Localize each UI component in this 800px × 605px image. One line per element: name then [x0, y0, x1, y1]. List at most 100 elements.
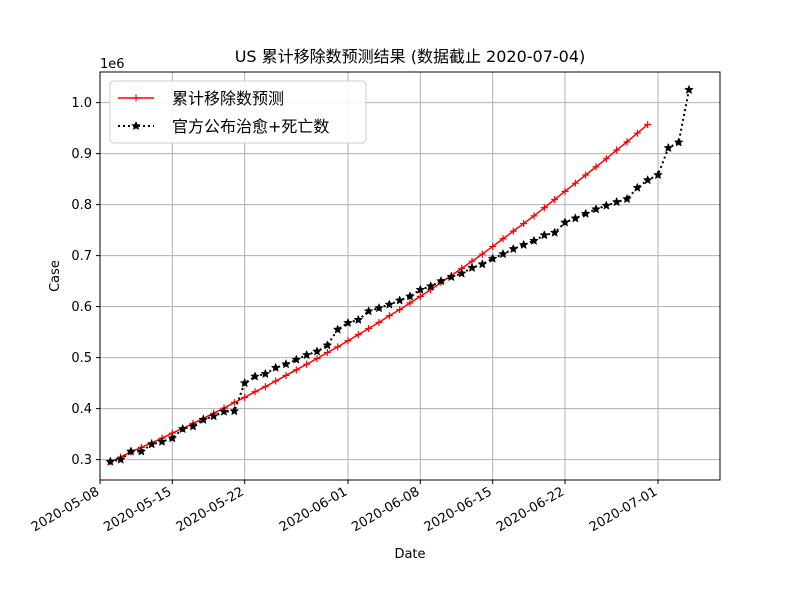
y-tick-label: 0.7	[71, 249, 92, 264]
official-point	[529, 235, 539, 245]
official-point	[570, 213, 581, 223]
prediction-point	[313, 355, 321, 363]
prediction-point	[540, 204, 548, 212]
official-point	[653, 169, 663, 180]
prediction-point	[406, 299, 414, 307]
official-point	[219, 406, 229, 416]
legend-box	[109, 80, 367, 144]
prediction-point	[561, 187, 569, 195]
prediction-point	[602, 155, 610, 163]
legend-plus-marker	[132, 94, 140, 102]
prediction-point	[520, 219, 528, 227]
official-point	[353, 314, 364, 325]
official-point	[250, 371, 260, 381]
prediction-point	[261, 383, 269, 391]
official-point	[374, 302, 384, 313]
y-tick-label: 0.8	[71, 198, 92, 213]
official-point	[591, 204, 601, 214]
official-point	[498, 248, 508, 259]
official-point	[467, 262, 477, 273]
official-point	[446, 271, 457, 282]
official-point	[291, 354, 302, 364]
official-point	[146, 439, 157, 449]
official-point	[270, 362, 281, 372]
prediction-point	[613, 146, 621, 154]
official-point	[456, 268, 467, 278]
prediction-point	[385, 312, 393, 320]
official-point	[208, 411, 219, 421]
official-point	[477, 259, 488, 269]
official-point	[105, 456, 116, 466]
official-point	[167, 433, 178, 443]
official-point	[188, 421, 198, 431]
legend-label-official: 官方公布治愈+死亡数	[172, 117, 329, 136]
prediction-point	[416, 292, 424, 300]
prediction-point	[251, 388, 259, 396]
x-axis-label: Date	[394, 547, 425, 562]
official-point	[405, 291, 415, 301]
y-axis: 0.3 0.4 0.5 0.6 0.7 0.8 0.9 1.0	[71, 96, 100, 468]
legend-marker-official	[131, 120, 141, 131]
official-point	[632, 182, 643, 192]
prediction-point	[499, 235, 507, 243]
prediction-point	[323, 349, 331, 356]
official-point	[580, 208, 591, 218]
series-layer	[105, 84, 694, 466]
prediction-point	[375, 318, 383, 326]
official-point	[549, 227, 560, 237]
prediction-point	[633, 129, 641, 137]
official-point	[673, 137, 684, 147]
legend-marker-prediction	[132, 94, 140, 102]
official-series-line	[110, 89, 690, 463]
official-point	[622, 193, 632, 204]
y-tick-label: 1.0	[71, 96, 92, 111]
prediction-point	[582, 171, 590, 179]
prediction-point	[509, 227, 517, 235]
prediction-point	[344, 337, 352, 345]
official-point	[415, 284, 426, 294]
official-point	[332, 324, 343, 334]
official-point	[281, 359, 291, 369]
official-point	[663, 142, 674, 153]
official-point	[260, 368, 271, 379]
official-point	[539, 230, 550, 240]
official-point	[518, 239, 529, 250]
prediction-point	[592, 163, 600, 171]
official-point	[343, 317, 353, 328]
y-tick-label: 0.9	[71, 147, 92, 162]
prediction-point	[623, 138, 631, 146]
official-point	[312, 346, 322, 356]
official-point	[394, 295, 405, 305]
prediction-point	[292, 366, 300, 374]
plot-frame	[99, 71, 721, 481]
prediction-point	[478, 250, 486, 258]
official-point	[684, 84, 694, 95]
prediction-point	[272, 377, 280, 385]
y-tick-label: 0.5	[71, 351, 92, 366]
official-point	[436, 275, 446, 286]
official-point	[126, 446, 136, 456]
official-point	[136, 446, 147, 456]
prediction-point	[551, 196, 559, 203]
official-point	[301, 349, 312, 360]
legend-label-prediction: 累计移除数预测	[172, 89, 284, 108]
prediction-point	[303, 360, 311, 368]
official-point	[363, 306, 374, 316]
prediction-point	[489, 242, 497, 250]
official-point	[229, 405, 240, 416]
official-point	[560, 217, 570, 227]
official-point	[115, 454, 126, 464]
official-point	[198, 414, 209, 424]
official-point	[157, 436, 167, 446]
y-axis-label: Case	[48, 260, 63, 292]
legend: 累计移除数预测 官方公布治愈+死亡数	[109, 80, 367, 144]
legend-star-marker	[131, 120, 141, 131]
y-tick-label: 0.3	[71, 453, 92, 468]
y-axis-multiplier: 1e6	[100, 57, 125, 72]
official-point	[425, 281, 436, 291]
prediction-point	[530, 212, 538, 220]
official-point	[239, 377, 250, 388]
prediction-point	[241, 393, 249, 401]
prediction-point	[365, 325, 373, 333]
